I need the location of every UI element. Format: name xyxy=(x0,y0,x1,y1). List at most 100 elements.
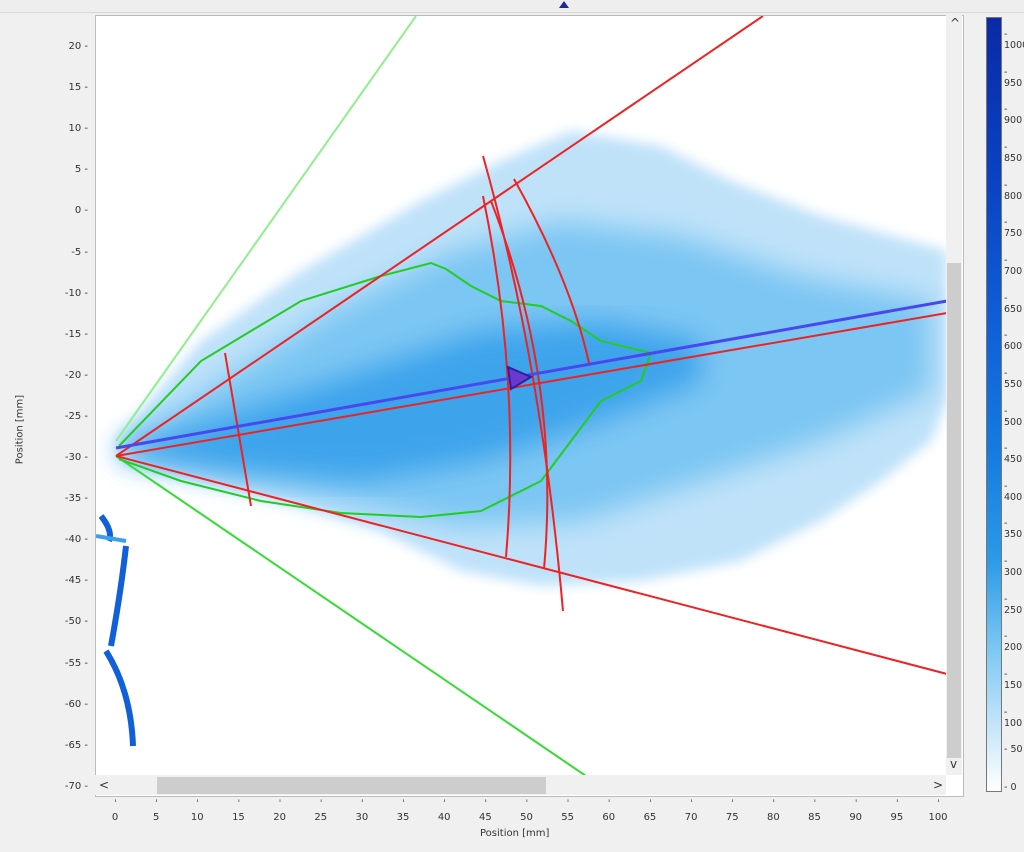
x-tick-mark: ˈ xyxy=(155,799,158,810)
y-tick-label: -55 - xyxy=(64,657,88,669)
colorbar-tick-label: - 650 xyxy=(1004,292,1023,315)
x-tick-mark: ˈ xyxy=(566,799,570,810)
x-tick-label: 60 xyxy=(602,812,616,823)
colorbar-tick-label: - 150 xyxy=(1004,669,1023,692)
y-tick-label: 20 - xyxy=(68,41,88,52)
colorbar-tick-label: - 550 xyxy=(1004,367,1023,390)
centroid-marker xyxy=(506,365,534,391)
y-tick-label: 5 - xyxy=(74,164,88,176)
colorbar xyxy=(986,17,1002,792)
x-tick-mark: ˈ xyxy=(196,799,200,810)
colorbar-tick-label: - 250 xyxy=(1004,593,1023,616)
x-tick-label: 35 xyxy=(396,812,410,823)
colorbar-tick-label: - 50 xyxy=(1004,744,1023,756)
x-tick-label: 95 xyxy=(890,812,904,823)
x-tick-mark: ˈ xyxy=(813,799,817,810)
x-tick-mark: ˈ xyxy=(607,799,611,810)
y-tick-label: 0 - xyxy=(74,205,88,217)
x-tick-mark: ˈ xyxy=(731,799,734,810)
colorbar-tick-label: - 1000 xyxy=(1004,29,1024,51)
colorbar-tick-label: - 900 xyxy=(1004,104,1023,127)
reflection-blob xyxy=(98,514,136,747)
x-tick-mark: ˈ xyxy=(772,799,776,810)
horizontal-scroll-thumb[interactable] xyxy=(157,777,546,794)
top-bar xyxy=(0,0,1024,13)
spray-contour xyxy=(118,261,653,519)
y-tick-label: -10 - xyxy=(64,287,88,299)
y-tick-label: -45 - xyxy=(64,575,88,587)
colorbar-tick-label: - 750 xyxy=(1004,217,1023,240)
x-tick-label: 15 xyxy=(232,812,245,823)
y-tick-label: -50 - xyxy=(64,616,88,628)
scroll-up-arrow[interactable]: ^ xyxy=(950,16,961,30)
y-tick-label: 10 - xyxy=(68,123,88,135)
x-tick-label: 90 xyxy=(849,812,863,823)
x-tick-label: 85 xyxy=(808,812,821,823)
x-tick-mark: ˈ xyxy=(443,799,446,810)
colorbar-tick-label: - 350 xyxy=(1004,518,1023,541)
x-tick-label: 100 xyxy=(928,812,948,823)
colorbar-tick-label: - 700 xyxy=(1004,254,1023,277)
y-tick-label: -35 - xyxy=(64,493,88,505)
y-tick-label: -40 - xyxy=(64,534,88,546)
colorbar-tick-label: - 400 xyxy=(1004,480,1023,503)
plot-area[interactable] xyxy=(95,15,964,797)
x-tick-label: 65 xyxy=(643,812,657,823)
y-tick-label: -15 - xyxy=(64,328,88,340)
scroll-down-arrow[interactable]: v xyxy=(950,757,958,771)
y-tick-label: -30 - xyxy=(64,452,88,463)
colorbar-tick-label: - 800 xyxy=(1004,179,1023,202)
x-tick-mark: ˈ xyxy=(360,799,364,810)
y-tick-label: -60 - xyxy=(64,698,88,710)
x-tick-label: 5 xyxy=(152,812,160,823)
colorbar-tick-label: - 0 xyxy=(1004,782,1017,793)
x-tick-mark: ˈ xyxy=(895,799,899,810)
y-tick-label: -25 - xyxy=(64,410,88,422)
x-tick-label: 50 xyxy=(520,812,533,823)
colorbar-tick-label: - 100 xyxy=(1004,706,1023,729)
scroll-left-arrow[interactable]: < xyxy=(99,778,110,792)
x-axis-label: Position [mm] xyxy=(480,828,550,839)
spray-axis-line xyxy=(115,299,948,450)
vertical-scroll-thumb[interactable] xyxy=(947,263,961,758)
x-tick-label: 55 xyxy=(561,812,574,823)
y-tick-label: -65 - xyxy=(64,739,88,751)
spray-image xyxy=(95,15,948,777)
outer-green-lines xyxy=(115,15,587,777)
x-tick-mark: ˈ xyxy=(854,799,858,810)
x-tick-mark: ˈ xyxy=(648,799,652,810)
colorbar-tick-label: - 950 xyxy=(1004,66,1023,89)
x-tick-label: 75 xyxy=(725,812,739,823)
x-tick-mark: ˈ xyxy=(278,799,282,810)
colorbar-tick-label: - 450 xyxy=(1004,443,1023,466)
cone-red-lines xyxy=(115,15,948,675)
x-tick-mark: ˈ xyxy=(319,799,323,810)
colorbar-tick-label: - 850 xyxy=(1004,141,1023,164)
x-tick-label: 20 xyxy=(273,812,286,823)
x-tick-label: 25 xyxy=(314,812,328,823)
y-tick-label: 15 - xyxy=(68,82,88,94)
x-tick-mark: ˈ xyxy=(237,799,241,810)
scroll-right-arrow[interactable]: > xyxy=(933,778,944,792)
x-tick-mark: ˈ xyxy=(525,799,529,810)
y-tick-label: -20 - xyxy=(64,369,88,381)
x-tick-mark: ˈ xyxy=(402,799,405,810)
x-tick-label: 70 xyxy=(684,812,698,823)
y-axis-label: Position [mm] xyxy=(14,394,26,465)
y-tick-label: -5 - xyxy=(71,246,88,258)
colorbar-tick-label: - 200 xyxy=(1004,631,1023,654)
x-tick-label: 10 xyxy=(190,812,204,823)
x-tick-label: 40 xyxy=(437,812,451,823)
spray-heatmap xyxy=(95,131,947,747)
x-tick-mark: ˈ xyxy=(114,799,117,810)
x-tick-mark: ˈ xyxy=(690,799,693,810)
splitter-handle-icon[interactable] xyxy=(559,1,569,8)
x-tick-label: 30 xyxy=(355,812,369,823)
x-tick-mark: ˈ xyxy=(484,799,488,810)
x-tick-label: 80 xyxy=(767,812,780,823)
x-tick-mark: ˈ xyxy=(937,799,940,810)
colorbar-tick-label: - 600 xyxy=(1004,330,1023,353)
colorbar-tick-label: - 300 xyxy=(1004,556,1023,579)
x-tick-label: 45 xyxy=(478,812,492,823)
y-tick-label: -70 - xyxy=(64,780,88,792)
